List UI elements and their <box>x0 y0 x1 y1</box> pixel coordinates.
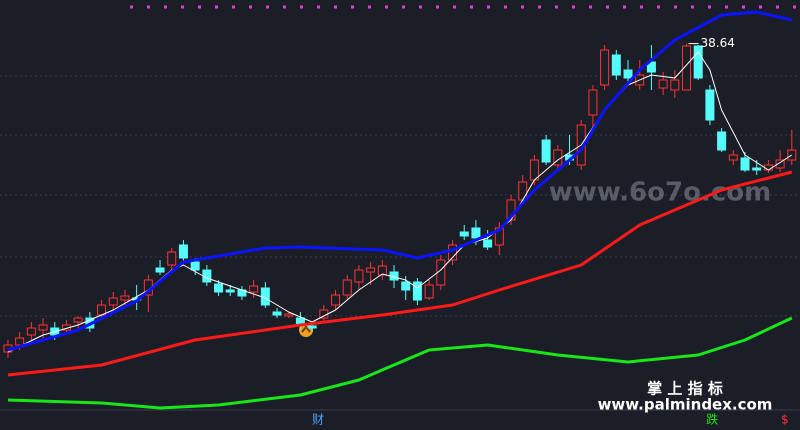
candle-body <box>155 267 165 273</box>
watermark: www.6o7o.com <box>549 178 771 208</box>
candle-body <box>249 285 259 293</box>
candle-body <box>658 79 668 89</box>
candle-body <box>682 45 692 91</box>
candle-body <box>260 287 270 306</box>
candle-body <box>331 294 341 306</box>
candle-body <box>377 265 387 276</box>
candle-body <box>307 325 317 329</box>
candle-body <box>775 159 785 169</box>
candle-body <box>15 337 25 346</box>
signal-marker: 跌 <box>706 412 718 427</box>
candle-body <box>728 154 738 161</box>
candle-body <box>342 279 352 296</box>
candle-body <box>670 79 680 91</box>
moving-average <box>7 316 793 410</box>
signal-marker: 财 <box>312 413 324 427</box>
candle-body <box>646 61 656 73</box>
candle-body <box>412 281 422 301</box>
candle-body <box>284 313 294 317</box>
moving-average <box>7 10 793 352</box>
candle-body <box>600 49 610 86</box>
candle-body <box>272 311 282 316</box>
candle-body <box>693 45 703 79</box>
candle-body <box>167 251 177 266</box>
candle-body <box>366 267 376 273</box>
candle-body <box>717 131 727 151</box>
candle-body <box>26 327 36 336</box>
moving-average <box>7 170 793 377</box>
candle-body <box>740 157 750 171</box>
annotation: 38.64 <box>701 36 735 50</box>
candle-body <box>214 283 224 293</box>
candle-body <box>752 167 762 171</box>
candle-body <box>73 317 83 323</box>
candle-body <box>705 89 715 121</box>
candle-body <box>483 239 493 248</box>
candle-body <box>108 297 118 306</box>
candle-body <box>471 227 481 239</box>
candle-body <box>611 54 621 76</box>
candle-body <box>459 231 469 237</box>
candle-body <box>787 149 797 161</box>
candle-body <box>763 164 773 171</box>
candle-body <box>38 324 48 331</box>
candle-body <box>401 281 411 291</box>
candle-body <box>541 139 551 163</box>
brand-url: www.palmindex.com <box>598 396 773 414</box>
candle-body <box>190 261 200 271</box>
candle-body <box>424 284 434 299</box>
candle-body <box>588 89 598 116</box>
candle-body <box>354 269 364 283</box>
brand: 掌 上 指 标 <box>647 380 723 398</box>
candle-body <box>225 289 235 293</box>
candle-body <box>623 69 633 79</box>
signal-marker: $ <box>781 413 789 427</box>
candle-body <box>518 181 528 201</box>
candle-body <box>120 295 130 301</box>
candle-body <box>178 244 188 259</box>
grid <box>0 75 800 317</box>
signal-arrow <box>301 325 311 333</box>
